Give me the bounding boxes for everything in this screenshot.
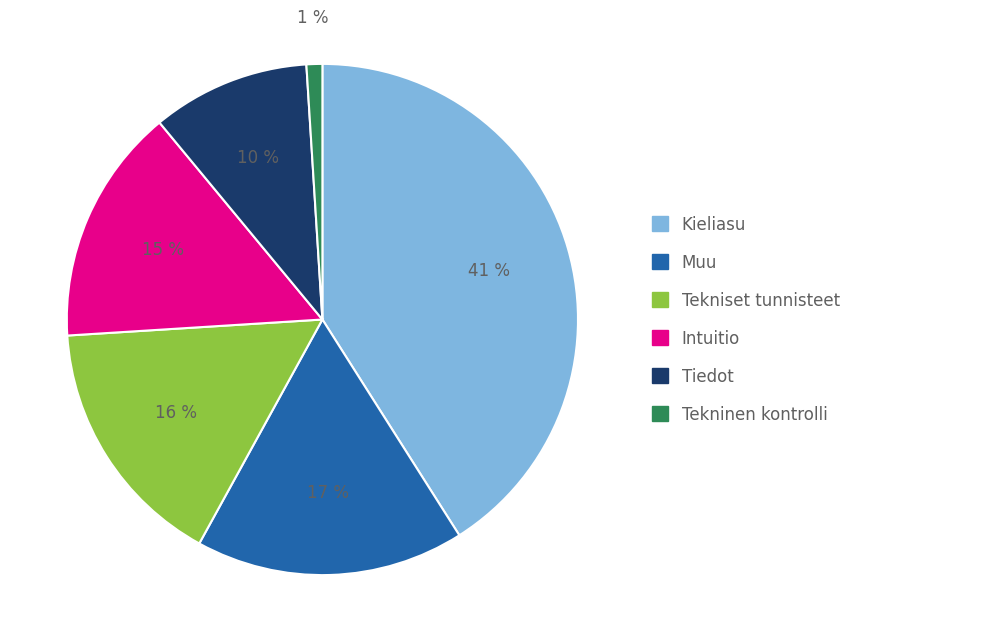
Text: 17 %: 17 % <box>307 484 349 502</box>
Legend: Kieliasu, Muu, Tekniset tunnisteet, Intuitio, Tiedot, Tekninen kontrolli: Kieliasu, Muu, Tekniset tunnisteet, Intu… <box>652 215 840 424</box>
Wedge shape <box>199 320 459 575</box>
Wedge shape <box>160 65 322 320</box>
Text: 16 %: 16 % <box>155 404 196 422</box>
Wedge shape <box>307 64 322 320</box>
Text: 15 %: 15 % <box>142 242 184 259</box>
Text: 10 %: 10 % <box>237 149 280 167</box>
Text: 1 %: 1 % <box>298 9 328 27</box>
Wedge shape <box>66 123 322 335</box>
Text: 41 %: 41 % <box>468 262 510 280</box>
Wedge shape <box>67 320 322 544</box>
Wedge shape <box>322 64 578 535</box>
